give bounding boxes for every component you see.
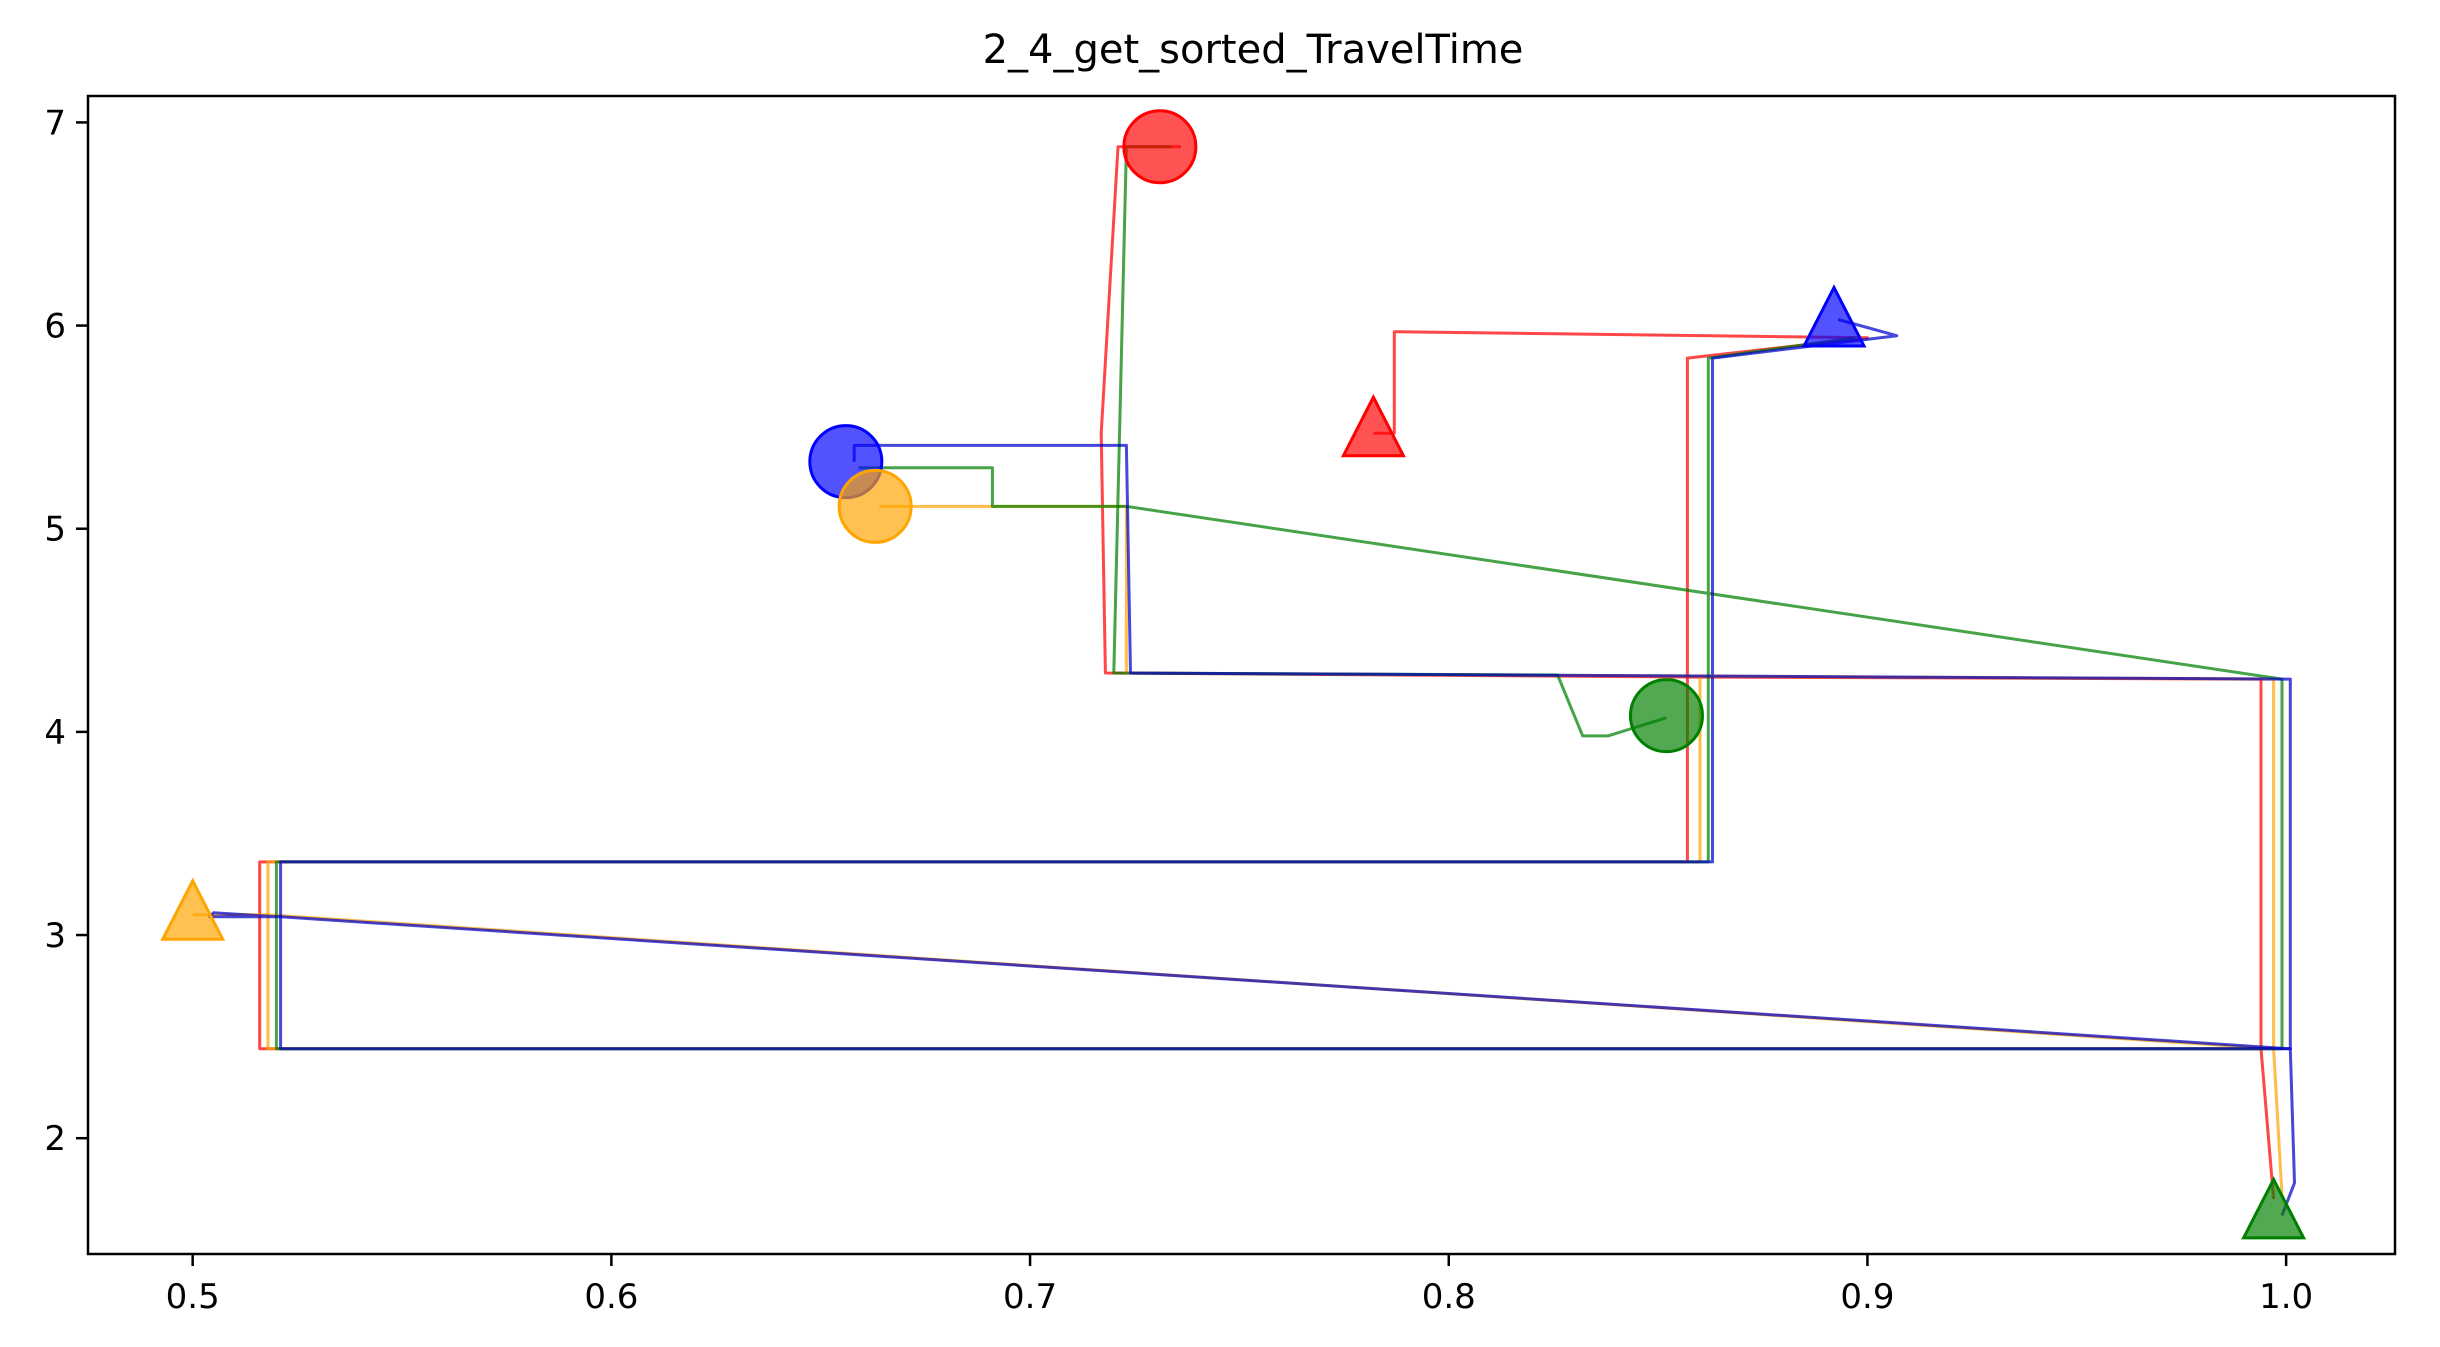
x-tick-label-5: 0.9 xyxy=(1840,1277,1894,1317)
x-tick-label-2: 0.6 xyxy=(584,1277,638,1317)
series-line-4-segment-b xyxy=(207,911,2296,1216)
chart-title: 2_4_get_sorted_TravelTime xyxy=(983,27,1524,73)
x-tick-label-4: 0.8 xyxy=(1422,1277,1476,1317)
circle-marker-4 xyxy=(1628,678,1704,754)
triangle-marker-3 xyxy=(160,877,226,941)
y-tick-label-3: 4 xyxy=(44,713,66,753)
y-tick-label-1: 2 xyxy=(44,1119,66,1159)
triangle-marker-2 xyxy=(1801,284,1867,348)
y-tick-label-2: 3 xyxy=(44,916,66,956)
triangle-marker-4 xyxy=(2241,1176,2307,1240)
x-tick-label-1: 0.5 xyxy=(166,1277,220,1317)
x-tick-label-3: 0.7 xyxy=(1003,1277,1057,1317)
series-line-1-segment-a xyxy=(1099,145,1869,679)
x-axis: 0.5 0.6 0.7 0.8 0.9 1.0 xyxy=(166,1254,2313,1317)
triangle-marker-1 xyxy=(1340,393,1406,458)
plot-area xyxy=(160,109,2307,1240)
x-tick-label-6: 1.0 xyxy=(2259,1277,2313,1317)
plot-frame xyxy=(86,94,2397,1256)
y-tick-label-5: 6 xyxy=(44,307,66,347)
y-tick-label-6: 7 xyxy=(44,103,66,143)
y-tick-label-4: 5 xyxy=(44,510,66,550)
series-line-4-segment-a xyxy=(279,318,2292,1051)
circle-marker-1 xyxy=(1122,109,1198,185)
y-axis: 2 3 4 5 6 7 xyxy=(44,103,88,1159)
circle-marker-3 xyxy=(837,468,913,544)
